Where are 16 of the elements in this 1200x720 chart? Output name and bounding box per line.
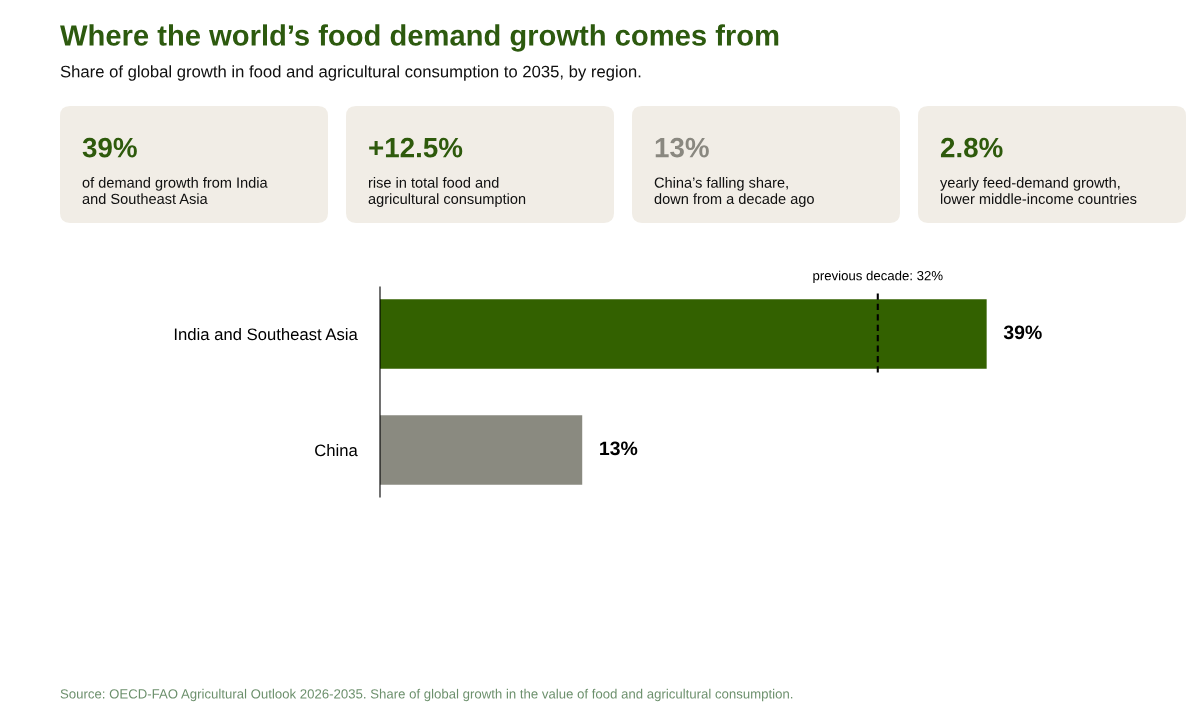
text: yearly feed-demand growth, lower middle-income countries [940, 177, 1137, 205]
ref-line-label: previous decade: 32% [813, 270, 943, 283]
text: 2.8% [940, 137, 1003, 158]
text: 39% [82, 137, 137, 158]
text: of demand growth from India and Southeast Asia [82, 177, 268, 205]
source-note: Source: OECD-FAO Agricultural Outlook 2026-2035. Share of global growth in the value of food and agricultural consumption. [60, 688, 793, 702]
text: rise in total food and agricultural consumption [368, 177, 526, 207]
data-label: 39% [1003, 325, 1042, 340]
data-label: 13% [600, 441, 638, 456]
text: Where the world’s food demand growth comes from [60, 24, 779, 52]
y-tick-label: China [315, 443, 358, 457]
text: China’s falling share, down from a decade ago [654, 177, 814, 207]
text: +12.5% [369, 137, 463, 158]
text: 13% [655, 137, 709, 158]
y-tick-label: India and Southeast Asia [174, 327, 358, 341]
text: Share of global growth in food and agricultural consumption to 2035, by region. [60, 65, 641, 81]
